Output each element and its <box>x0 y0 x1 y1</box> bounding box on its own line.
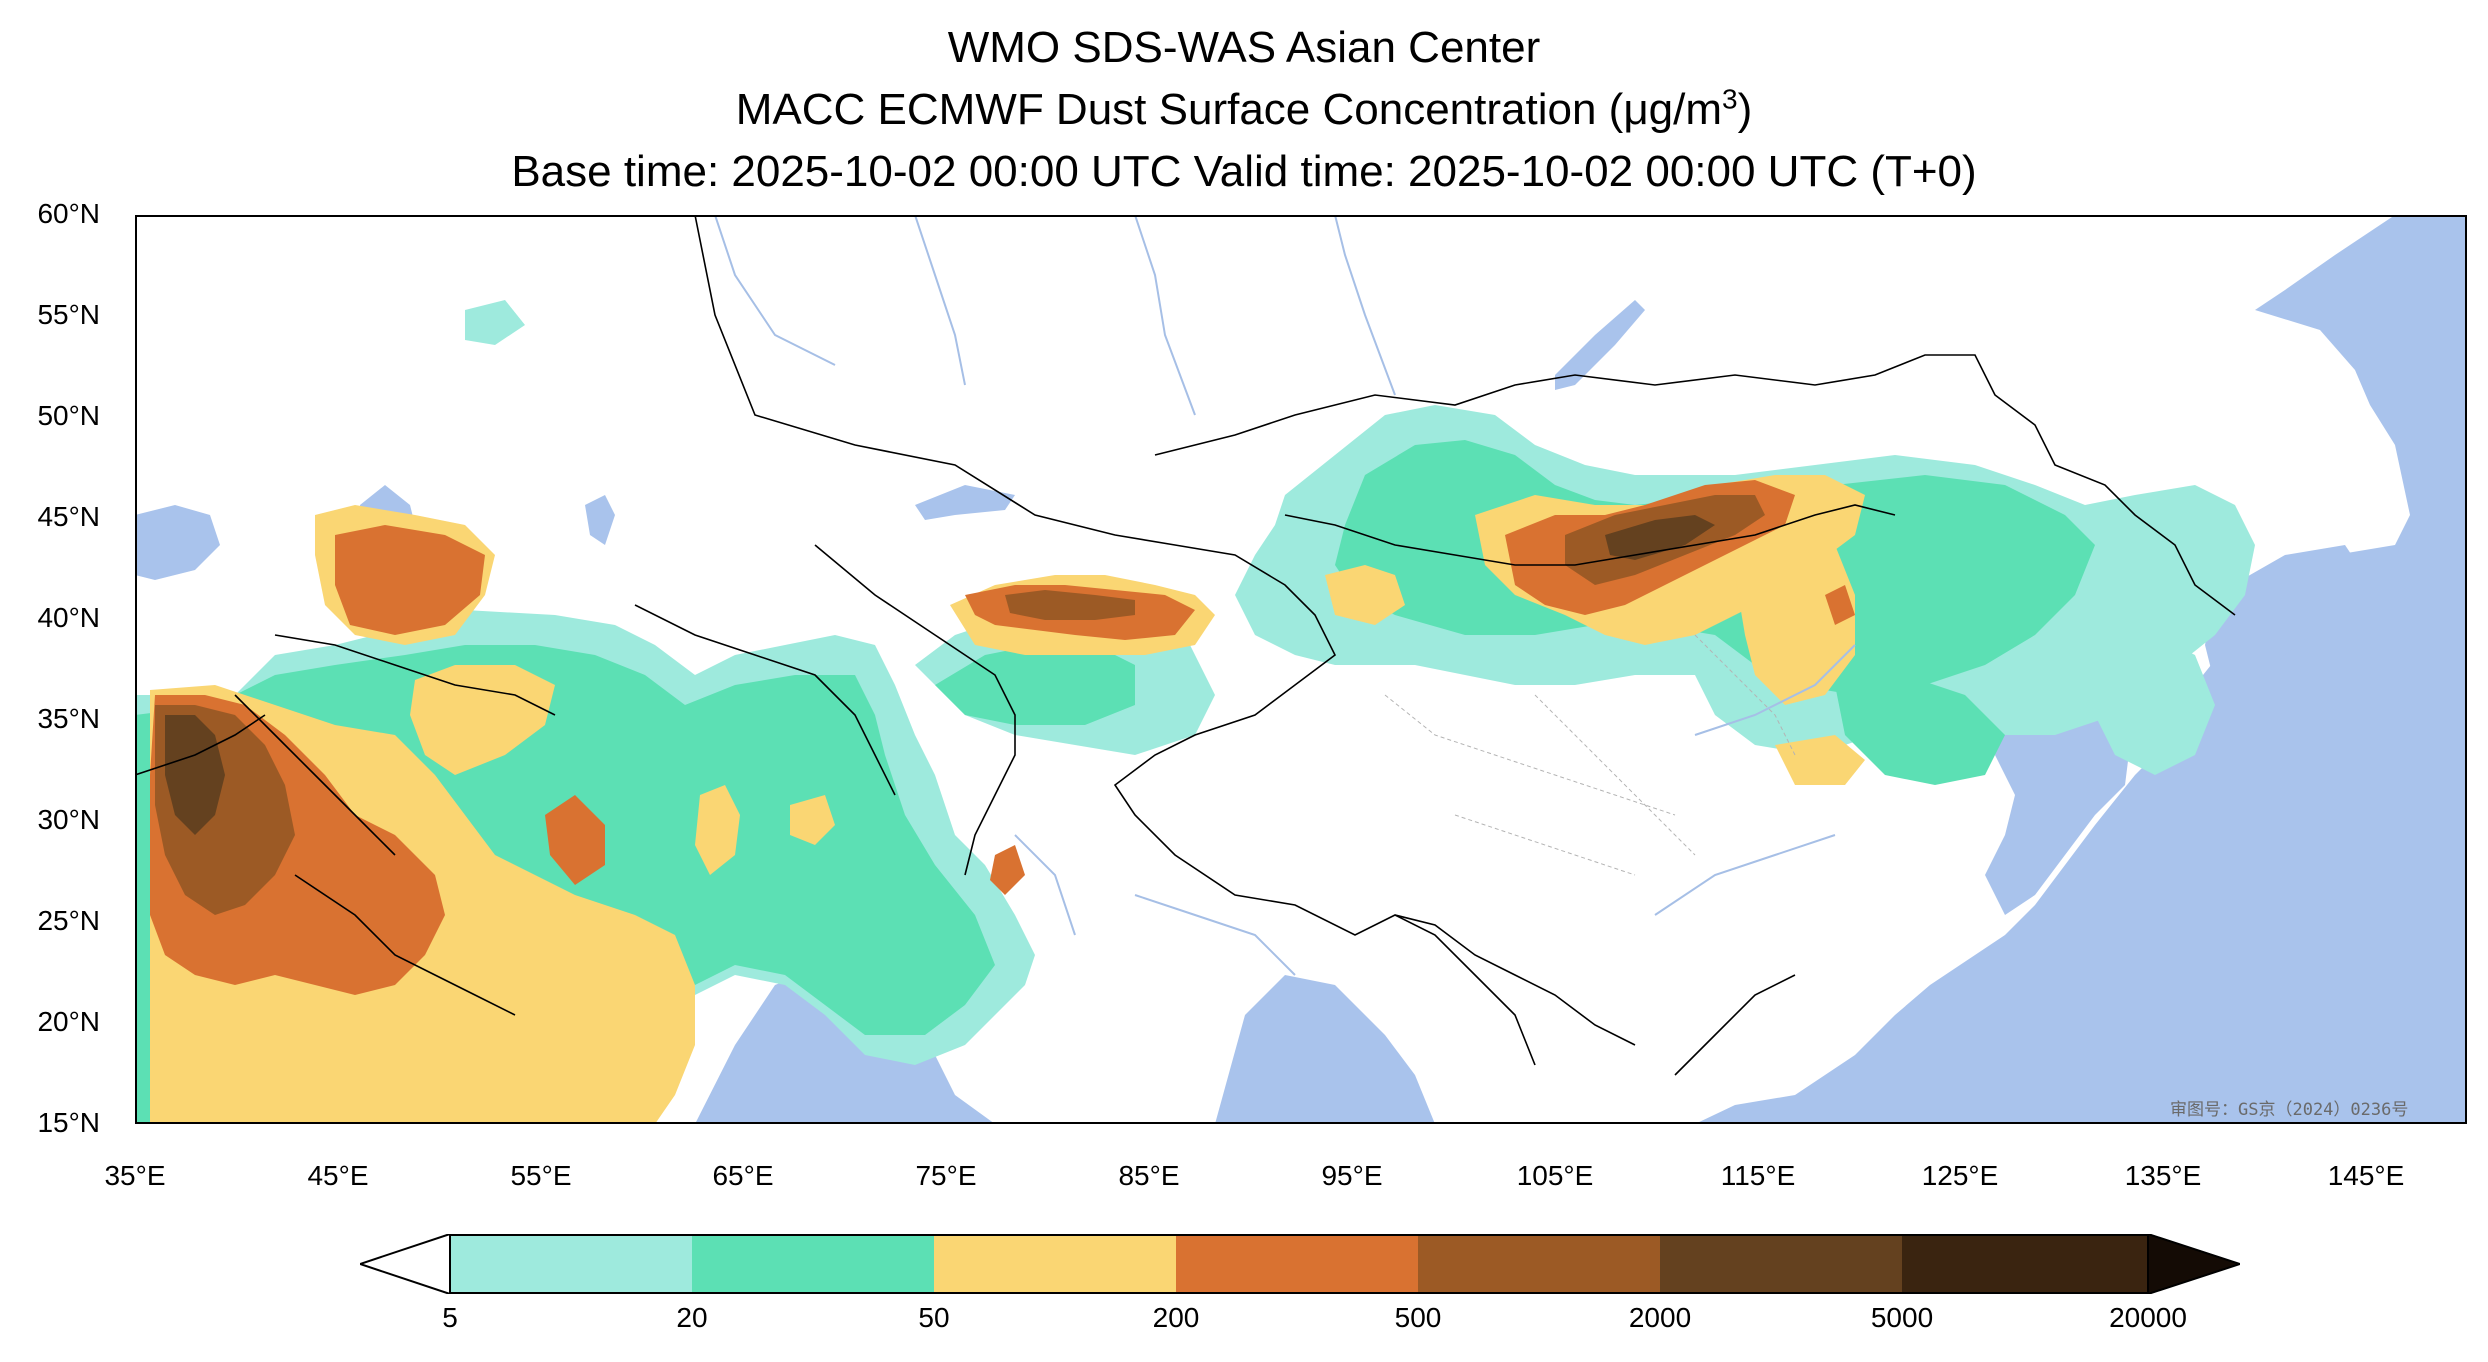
lon-tick-label: 115°E <box>1720 1160 1796 1191</box>
map-frame <box>135 215 2467 1124</box>
country-borders <box>135 215 2236 1076</box>
lon-tick-label: 125°E <box>1921 1160 1999 1191</box>
colorbar <box>360 1234 2240 1294</box>
lat-tick-label: 60°N <box>37 198 100 229</box>
rivers <box>714 215 1856 976</box>
colorbar-bin-5000-20000 <box>1902 1234 2148 1294</box>
lon-tick-label: 145°E <box>2327 1160 2405 1191</box>
subtitle-unit: μg/m <box>1623 85 1723 134</box>
colorbar-bin-20-50 <box>692 1234 934 1294</box>
lat-tick-label: 20°N <box>37 1006 100 1037</box>
subtitle-prefix: MACC ECMWF Dust Surface Concentration ( <box>735 85 1624 134</box>
pacific-ocean <box>1695 215 2467 1124</box>
colorbar-tick-label: 500 <box>1394 1302 1442 1333</box>
lat-tick-label: 35°N <box>37 703 100 734</box>
subtitle-unit-exponent: 3 <box>1722 83 1738 115</box>
colorbar-bin-200-500 <box>1176 1234 1418 1294</box>
lon-tick-label: 75°E <box>915 1160 977 1191</box>
map-approval-watermark: 审图号：GS京（2024）0236号 <box>2170 1100 2409 1120</box>
lat-tick-label: 25°N <box>37 905 100 936</box>
chart-time-info: Base time: 2025-10-02 00:00 UTC Valid ti… <box>511 147 1977 196</box>
lat-tick-label: 40°N <box>37 602 100 633</box>
lon-tick-label: 55°E <box>510 1160 572 1191</box>
lat-tick-label: 30°N <box>37 804 100 835</box>
colorbar-bin-5-20 <box>450 1234 692 1294</box>
lon-tick-label: 35°E <box>104 1160 166 1191</box>
yellow-sea <box>1985 685 2130 915</box>
lake-baikal <box>1555 300 1645 390</box>
black-sea <box>135 505 220 580</box>
lat-tick-label: 50°N <box>37 400 100 431</box>
colorbar-max-arrow <box>2147 1234 2240 1294</box>
colorbar-bin-2000-5000 <box>1660 1234 1902 1294</box>
subtitle-suffix: ) <box>1737 85 1753 134</box>
chart-subtitle: MACC ECMWF Dust Surface Concentration (μ… <box>0 84 2488 136</box>
lon-tick-label: 65°E <box>712 1160 774 1191</box>
colorbar-tick-label: 200 <box>1152 1302 1200 1333</box>
lat-tick-label: 45°N <box>37 501 100 532</box>
lon-tick-label: 95°E <box>1321 1160 1383 1191</box>
arabian-sea <box>695 965 995 1124</box>
colorbar-tick-label: 5000 <box>1870 1302 1934 1333</box>
lake-balkhash <box>915 485 1015 520</box>
colorbar-tick-label: 50 <box>918 1302 950 1333</box>
lat-tick-label: 15°N <box>37 1107 100 1138</box>
colorbar-tick-label: 20000 <box>2109 1302 2187 1333</box>
colorbar-tick-label: 5 <box>442 1302 458 1333</box>
colorbar-bin-50-200 <box>934 1234 1176 1294</box>
colorbar-tick-label: 20 <box>676 1302 708 1333</box>
dust-level-2000-5000 <box>165 515 1715 835</box>
colorbar-frame <box>449 1234 2149 1294</box>
aral-sea <box>585 495 615 545</box>
lon-tick-label: 135°E <box>2124 1160 2202 1191</box>
colorbar-min-arrow <box>360 1234 451 1294</box>
lon-tick-label: 85°E <box>1118 1160 1180 1191</box>
bay-of-bengal <box>1215 975 1435 1124</box>
chart-title: WMO SDS-WAS Asian Center <box>947 23 1541 72</box>
colorbar-tick-label: 2000 <box>1628 1302 1692 1333</box>
colorbar-bin-500-2000 <box>1418 1234 1660 1294</box>
dust-concentration-map <box>135 215 2467 1124</box>
province-borders <box>1384 634 1796 876</box>
lat-tick-label: 55°N <box>37 299 100 330</box>
lon-tick-label: 105°E <box>1516 1160 1594 1191</box>
lon-tick-label: 45°E <box>307 1160 369 1191</box>
